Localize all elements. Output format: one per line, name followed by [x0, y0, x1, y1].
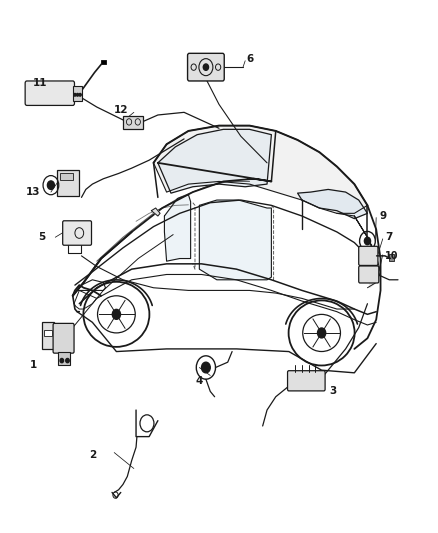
Circle shape: [77, 93, 79, 96]
FancyBboxPatch shape: [63, 221, 92, 245]
Text: 4: 4: [196, 376, 203, 386]
Text: 13: 13: [26, 187, 41, 197]
Circle shape: [47, 181, 54, 189]
FancyBboxPatch shape: [25, 81, 74, 106]
FancyBboxPatch shape: [359, 266, 379, 283]
FancyBboxPatch shape: [288, 370, 325, 391]
Polygon shape: [151, 208, 160, 216]
Polygon shape: [164, 195, 191, 261]
Circle shape: [201, 362, 210, 373]
Bar: [389, 254, 394, 261]
Circle shape: [318, 328, 326, 338]
Circle shape: [60, 359, 64, 363]
FancyBboxPatch shape: [187, 53, 224, 81]
Text: 12: 12: [113, 104, 128, 115]
Text: 6: 6: [246, 54, 253, 64]
Bar: [101, 60, 106, 64]
Circle shape: [74, 93, 76, 96]
Circle shape: [79, 93, 81, 96]
Text: 11: 11: [33, 78, 47, 88]
Text: 3: 3: [329, 386, 336, 397]
Circle shape: [66, 359, 69, 363]
Polygon shape: [158, 130, 272, 193]
Circle shape: [203, 64, 208, 70]
Text: 7: 7: [385, 232, 393, 243]
Bar: [57, 170, 79, 196]
FancyBboxPatch shape: [53, 324, 74, 353]
Text: 2: 2: [89, 450, 96, 460]
Polygon shape: [73, 179, 376, 349]
Circle shape: [364, 237, 371, 245]
Bar: [58, 352, 70, 365]
Text: 5: 5: [39, 232, 46, 243]
Text: 1: 1: [30, 360, 37, 370]
Bar: [42, 322, 54, 349]
Bar: [44, 330, 52, 336]
FancyBboxPatch shape: [123, 116, 143, 130]
Polygon shape: [297, 189, 367, 219]
FancyBboxPatch shape: [359, 246, 378, 265]
Polygon shape: [153, 126, 367, 213]
Bar: [73, 86, 82, 101]
Text: 10: 10: [385, 251, 398, 261]
Bar: [60, 173, 73, 180]
Text: 9: 9: [379, 211, 386, 221]
Polygon shape: [199, 200, 272, 280]
Circle shape: [112, 309, 120, 319]
Polygon shape: [370, 237, 381, 288]
